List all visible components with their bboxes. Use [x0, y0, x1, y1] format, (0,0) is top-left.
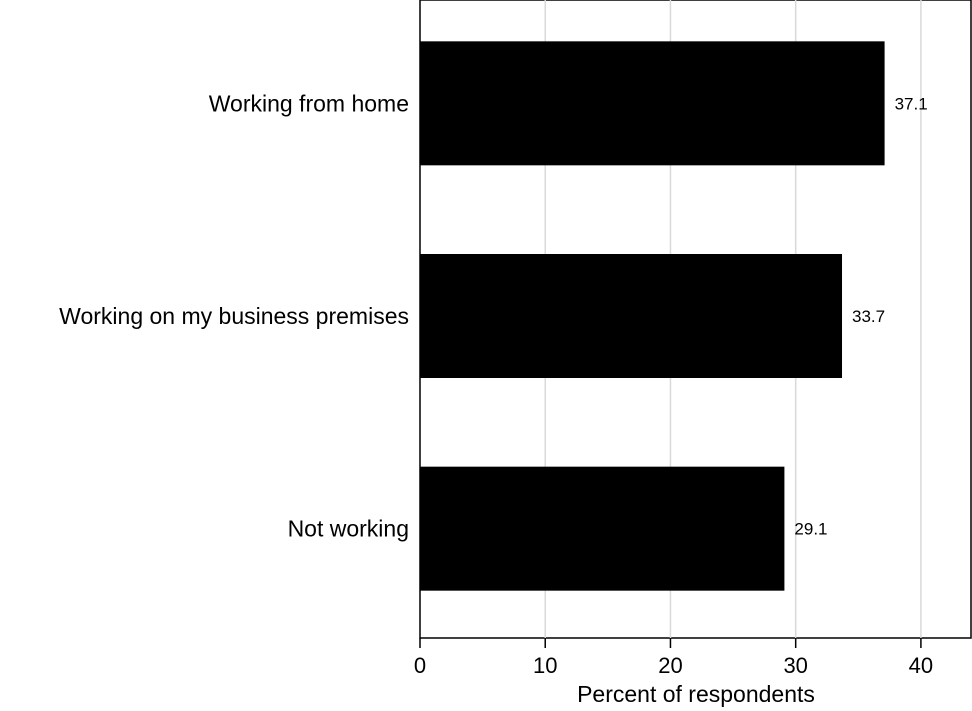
bar	[420, 254, 843, 378]
category-label: Working on my business premises	[59, 303, 409, 329]
x-tick-label: 40	[909, 653, 933, 678]
x-tick-label: 20	[658, 653, 682, 678]
category-label: Working from home	[209, 90, 409, 116]
value-label: 29.1	[794, 520, 827, 539]
bar	[420, 41, 885, 166]
value-label: 37.1	[895, 94, 928, 113]
category-labels: Working from home Working on my business …	[59, 90, 409, 541]
x-tick-label: 0	[414, 653, 426, 678]
value-label: 33.7	[852, 307, 885, 326]
category-label: Not working	[288, 516, 409, 542]
x-axis-ticks: 0 10 20 30 40	[414, 638, 933, 678]
value-labels: 37.1 33.7 29.1	[794, 94, 927, 538]
x-tick-label: 30	[783, 653, 807, 678]
bars	[420, 41, 885, 591]
bar	[420, 466, 785, 591]
x-axis-title: Percent of respondents	[577, 681, 815, 707]
x-tick-label: 10	[533, 653, 557, 678]
